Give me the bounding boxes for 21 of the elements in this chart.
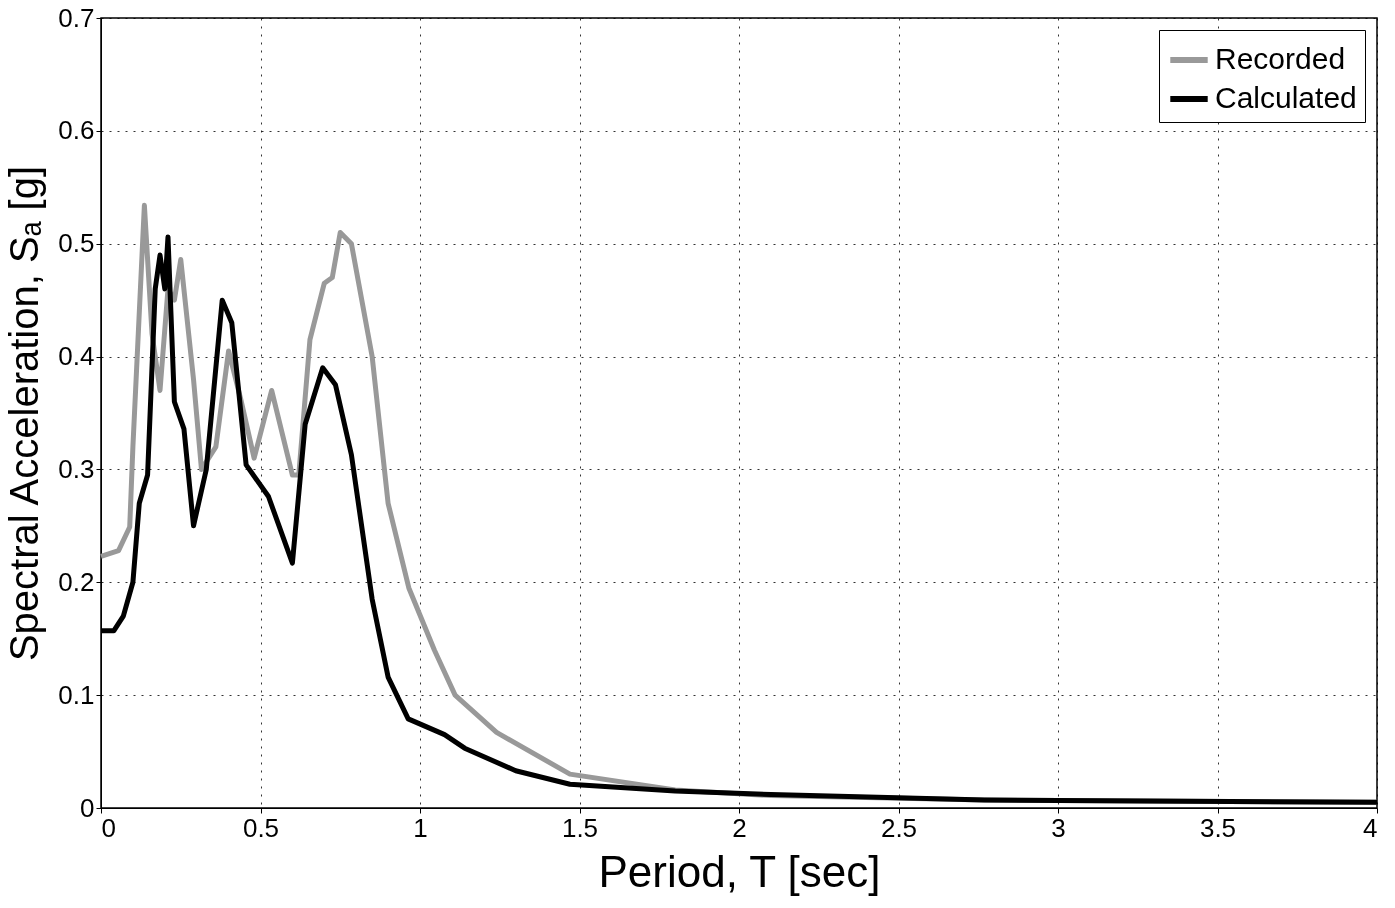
y-axis-title: Spectral Acceleration, Sₐ [g] bbox=[2, 165, 47, 662]
x-tick-label: 4 bbox=[1363, 812, 1378, 843]
x-tick-label: 1 bbox=[413, 812, 428, 843]
y-tick-label: 0.4 bbox=[58, 341, 95, 372]
x-tick-label: 2 bbox=[732, 812, 747, 843]
legend-label: Calculated bbox=[1215, 81, 1357, 114]
x-tick-label: 3 bbox=[1051, 812, 1066, 843]
y-tick-label: 0.3 bbox=[58, 453, 95, 484]
y-tick-label: 0.2 bbox=[58, 566, 95, 597]
x-axis-title: Period, T [sec] bbox=[598, 846, 881, 896]
x-tick-label: 0.5 bbox=[242, 812, 280, 843]
x-tick-label: 1.5 bbox=[561, 812, 599, 843]
y-tick-label: 0 bbox=[80, 792, 95, 823]
x-tick-label: 2.5 bbox=[880, 812, 918, 843]
y-tick-label: 0.1 bbox=[58, 679, 95, 710]
x-tick-label: 3.5 bbox=[1199, 812, 1237, 843]
x-tick-label: 0 bbox=[101, 812, 116, 843]
y-tick-label: 0.7 bbox=[58, 2, 95, 33]
y-tick-label: 0.5 bbox=[58, 228, 95, 259]
legend-label: Recorded bbox=[1215, 42, 1346, 75]
y-tick-label: 0.6 bbox=[58, 115, 95, 146]
